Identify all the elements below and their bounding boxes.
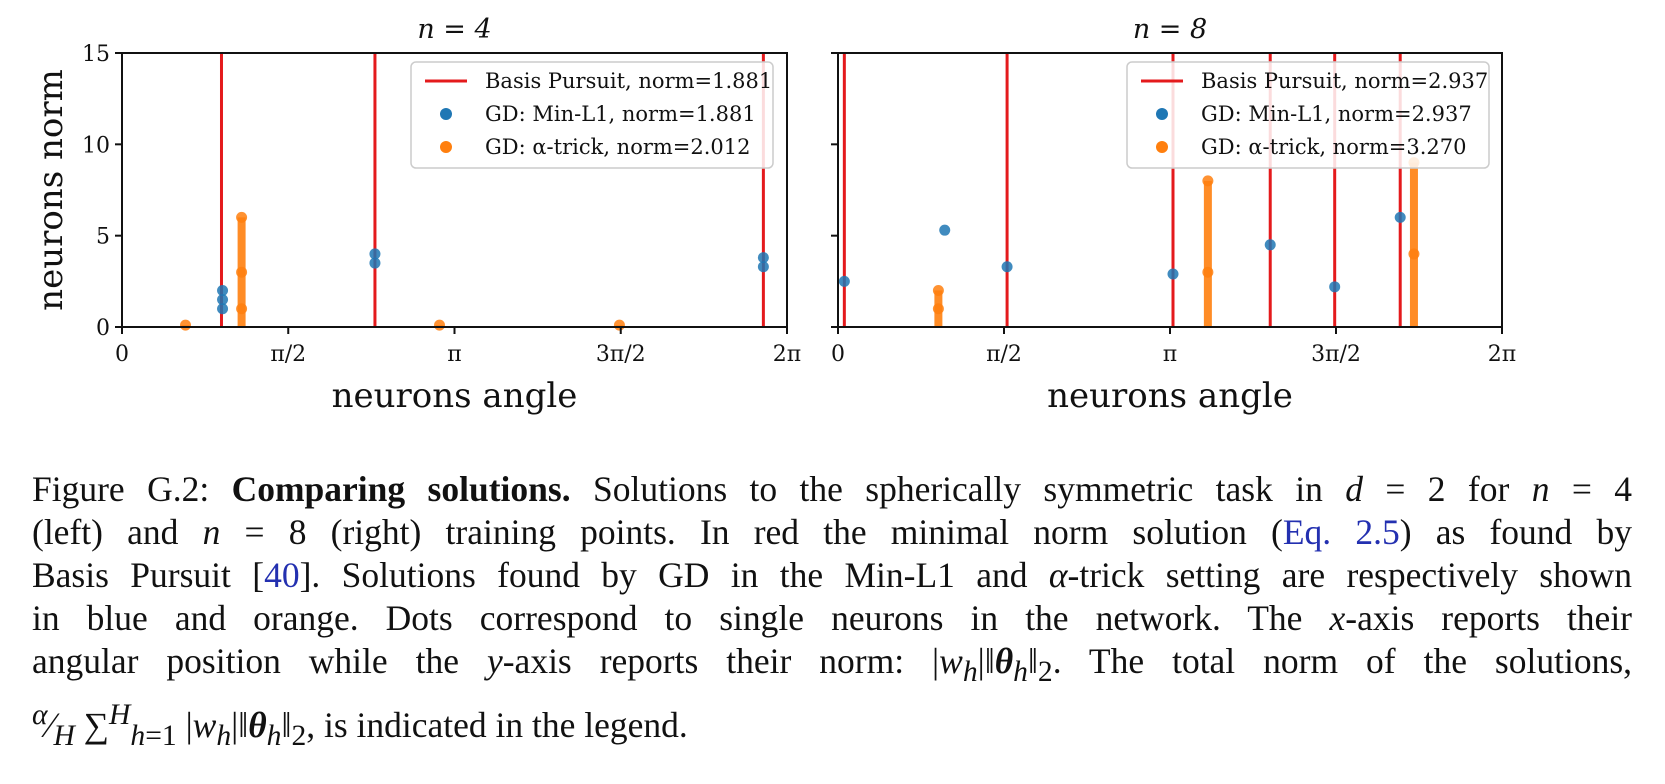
x-tick-label-1-4: 3π/2: [596, 342, 646, 367]
y-tick-label-1-1: 0: [96, 316, 110, 341]
y-tick-label-1-2: 5: [96, 225, 110, 250]
min-l1-point-2-7: [1394, 211, 1406, 223]
x-tick-label-2-1: 0: [831, 342, 845, 367]
chart-title-1: n = 4: [417, 14, 491, 45]
x-tick-label-1-2: π/2: [270, 342, 306, 367]
alpha-trick-band-2-2: [1203, 180, 1212, 327]
x-axis-label-1: neurons angle: [332, 376, 578, 416]
x-tick-label-1-3: π: [447, 342, 461, 367]
legend-box-2: [1126, 61, 1490, 169]
min-l1-point-2-4: [1167, 268, 1179, 280]
alpha-trick-band-1-1: [237, 217, 246, 327]
min-l1-point-1-2: [217, 294, 229, 306]
min-l1-point-1-4: [369, 248, 381, 260]
legend-label-1-3: GD: α-trick, norm=2.012: [485, 135, 751, 159]
chart-title-2: n = 8: [1133, 14, 1207, 45]
caption-line-6: α⁄H ∑Hh=1 |wh|‖θh‖2, is indicated in the…: [32, 699, 688, 753]
x-tick-label-2-2: π/2: [986, 342, 1022, 367]
x-tick-label-1-5: 2π: [773, 342, 801, 367]
legend-label-2-3: GD: α-trick, norm=3.270: [1201, 135, 1467, 159]
min-l1-point-1-5: [369, 257, 381, 269]
legend-swatch-2-3: [1156, 141, 1168, 153]
figure-caption: Figure G.2: Comparing solutions. Solutio…: [32, 468, 1632, 758]
min-l1-point-1-7: [757, 252, 769, 264]
eq-link[interactable]: Eq. 2.5: [1282, 512, 1400, 552]
caption-line-3: Basis Pursuit [40]. Solutions found by G…: [32, 555, 1633, 595]
x-tick-label-2-5: 2π: [1488, 342, 1516, 367]
min-l1-point-2-5: [1264, 239, 1276, 251]
min-l1-point-1-3: [217, 303, 229, 315]
y-tick-label-1-3: 10: [82, 133, 110, 158]
x-tick-label-1-1: 0: [115, 342, 129, 367]
alpha-trick-band-2-3: [1409, 162, 1418, 327]
caption-line-4: in blue and orange. Dots correspond to s…: [32, 598, 1632, 638]
legend-label-2-2: GD: Min-L1, norm=2.937: [1201, 102, 1472, 126]
min-l1-point-1-6: [757, 261, 769, 273]
figure: n = 4 0 π/2 π 3π/2 2π 0 5 10 15 neurons angle neuro…: [31, 14, 1516, 416]
legend-swatch-2-2: [1156, 108, 1168, 120]
legend-label-2-1: Basis Pursuit, norm=2.937: [1201, 69, 1488, 93]
legend-swatch-1-3: [440, 141, 452, 153]
min-l1-point-2-2: [939, 224, 951, 236]
legend-box-1: [410, 61, 774, 169]
min-l1-point-2-1: [838, 275, 850, 287]
legend-label-1-1: Basis Pursuit, norm=1.881: [485, 69, 772, 93]
x-tick-label-2-3: π: [1163, 342, 1177, 367]
min-l1-point-2-6: [1329, 281, 1341, 293]
legend-swatch-1-2: [440, 108, 452, 120]
x-axis-label-2: neurons angle: [1047, 376, 1293, 416]
alpha-trick-band-2-1: [934, 290, 943, 327]
citation-link[interactable]: 40: [264, 555, 300, 595]
min-l1-point-2-3: [1001, 261, 1013, 273]
legend-label-1-2: GD: Min-L1, norm=1.881: [485, 102, 756, 126]
caption-line-2: (left) and n = 8 (right) training points…: [32, 512, 1632, 552]
y-tick-label-1-4: 15: [82, 42, 110, 67]
caption-line-1: Figure G.2: Comparing solutions. Solutio…: [32, 469, 1632, 509]
y-axis-label-1: neurons norm: [31, 69, 71, 311]
caption-line-5: angular position while the y-axis report…: [32, 641, 1633, 689]
x-tick-label-2-4: 3π/2: [1311, 342, 1361, 367]
min-l1-point-1-1: [217, 284, 229, 296]
